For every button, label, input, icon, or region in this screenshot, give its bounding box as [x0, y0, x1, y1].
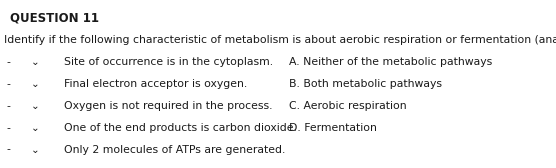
- Text: B. Both metabolic pathways: B. Both metabolic pathways: [289, 79, 442, 89]
- Text: ⌄: ⌄: [31, 101, 39, 111]
- Text: Identify if the following characteristic of metabolism is about aerobic respirat: Identify if the following characteristic…: [4, 35, 556, 45]
- Text: ⌄: ⌄: [31, 144, 39, 155]
- Text: Site of occurrence is in the cytoplasm.: Site of occurrence is in the cytoplasm.: [64, 57, 273, 67]
- Text: QUESTION 11: QUESTION 11: [10, 12, 99, 25]
- Text: A. Neither of the metabolic pathways: A. Neither of the metabolic pathways: [289, 57, 493, 67]
- Text: C. Aerobic respiration: C. Aerobic respiration: [289, 101, 407, 111]
- Text: Final electron acceptor is oxygen.: Final electron acceptor is oxygen.: [64, 79, 247, 89]
- Text: ⌄: ⌄: [31, 57, 39, 67]
- Text: Oxygen is not required in the process.: Oxygen is not required in the process.: [64, 101, 272, 111]
- Text: -: -: [7, 101, 11, 111]
- Text: Only 2 molecules of ATPs are generated.: Only 2 molecules of ATPs are generated.: [64, 144, 285, 155]
- Text: -: -: [7, 123, 11, 133]
- Text: ⌄: ⌄: [31, 123, 39, 133]
- Text: D. Fermentation: D. Fermentation: [289, 123, 377, 133]
- Text: -: -: [7, 57, 11, 67]
- Text: -: -: [7, 79, 11, 89]
- Text: One of the end products is carbon dioxide.: One of the end products is carbon dioxid…: [64, 123, 297, 133]
- Text: -: -: [7, 144, 11, 155]
- Text: ⌄: ⌄: [31, 79, 39, 89]
